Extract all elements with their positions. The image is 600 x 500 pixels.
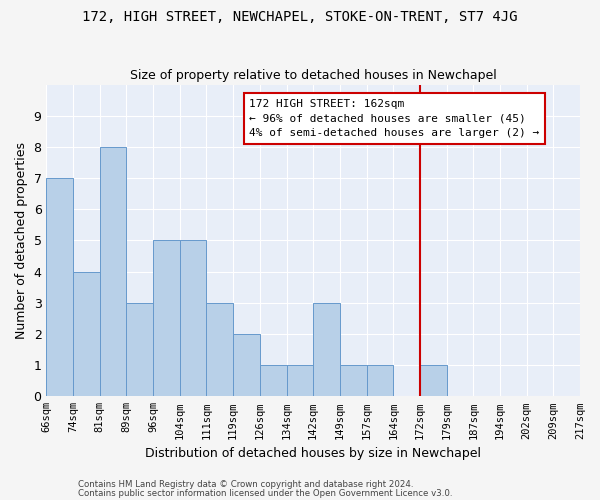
Bar: [180, 240, 206, 396]
Y-axis label: Number of detached properties: Number of detached properties: [15, 142, 28, 339]
Bar: [100, 147, 127, 396]
Text: Contains HM Land Registry data © Crown copyright and database right 2024.: Contains HM Land Registry data © Crown c…: [78, 480, 413, 489]
Text: Contains public sector information licensed under the Open Government Licence v3: Contains public sector information licen…: [78, 488, 452, 498]
Bar: [73, 272, 100, 396]
Title: Size of property relative to detached houses in Newchapel: Size of property relative to detached ho…: [130, 69, 497, 82]
Bar: [287, 365, 313, 396]
Text: 172, HIGH STREET, NEWCHAPEL, STOKE-ON-TRENT, ST7 4JG: 172, HIGH STREET, NEWCHAPEL, STOKE-ON-TR…: [82, 10, 518, 24]
Bar: [46, 178, 73, 396]
Bar: [206, 303, 233, 396]
Text: 172 HIGH STREET: 162sqm
← 96% of detached houses are smaller (45)
4% of semi-det: 172 HIGH STREET: 162sqm ← 96% of detache…: [249, 98, 539, 138]
X-axis label: Distribution of detached houses by size in Newchapel: Distribution of detached houses by size …: [145, 447, 481, 460]
Bar: [260, 365, 287, 396]
Bar: [313, 303, 340, 396]
Bar: [420, 365, 446, 396]
Bar: [233, 334, 260, 396]
Bar: [340, 365, 367, 396]
Bar: [153, 240, 180, 396]
Bar: [127, 303, 153, 396]
Bar: [367, 365, 393, 396]
